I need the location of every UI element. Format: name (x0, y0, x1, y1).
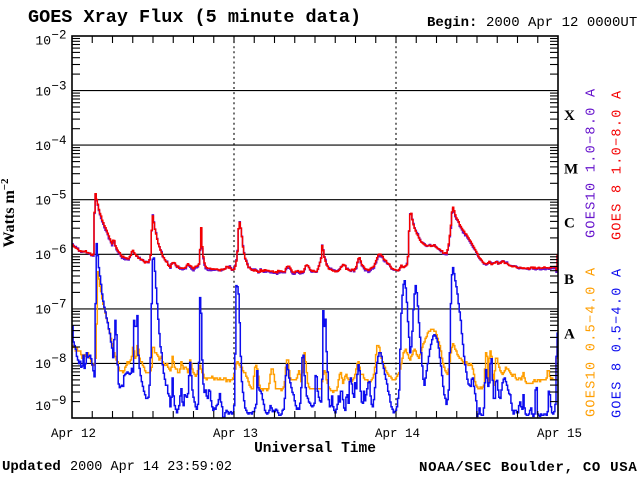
svg-text:−3: −3 (52, 79, 67, 93)
svg-text:10: 10 (35, 194, 51, 209)
svg-text:GOES Xray Flux (5 minute data): GOES Xray Flux (5 minute data) (28, 7, 361, 28)
svg-text:Apr 14: Apr 14 (375, 427, 420, 441)
svg-text:2000 Apr 14 23:59:02: 2000 Apr 14 23:59:02 (70, 460, 232, 475)
svg-text:10: 10 (35, 139, 51, 154)
svg-text:10: 10 (35, 303, 51, 318)
svg-text:−2: −2 (52, 29, 67, 43)
svg-text:NOAA/SEC Boulder, CO USA: NOAA/SEC Boulder, CO USA (419, 460, 637, 476)
svg-text:Apr 15: Apr 15 (537, 427, 582, 441)
svg-text:Watts m−2: Watts m−2 (0, 178, 18, 248)
svg-text:C: C (564, 216, 575, 232)
svg-text:2000 Apr 12 0000UT: 2000 Apr 12 0000UT (486, 15, 637, 31)
svg-text:10: 10 (35, 248, 51, 263)
svg-text:M: M (564, 162, 578, 178)
svg-text:−9: −9 (52, 394, 67, 408)
svg-text:A: A (564, 327, 575, 343)
svg-text:10: 10 (35, 84, 51, 99)
svg-text:10: 10 (35, 357, 51, 372)
svg-text:B: B (564, 272, 574, 288)
svg-text:Apr 13: Apr 13 (213, 427, 258, 441)
svg-text:GOES 8 1.0−8.0 A: GOES 8 1.0−8.0 A (611, 90, 626, 240)
svg-text:Apr 12: Apr 12 (51, 427, 96, 441)
svg-text:−6: −6 (52, 243, 67, 257)
svg-text:10: 10 (35, 34, 51, 49)
svg-text:GOES10 1.0−8.0 A: GOES10 1.0−8.0 A (585, 88, 600, 238)
svg-text:−8: −8 (52, 352, 67, 366)
svg-text:GOES10 0.5−4.0 A: GOES10 0.5−4.0 A (585, 267, 600, 417)
svg-text:Updated: Updated (2, 459, 61, 475)
svg-text:−4: −4 (52, 134, 67, 148)
svg-text:X: X (564, 108, 575, 124)
svg-text:−7: −7 (52, 298, 67, 312)
svg-text:Universal Time: Universal Time (254, 441, 376, 457)
svg-text:GOES 8 0.5−4.0 A: GOES 8 0.5−4.0 A (611, 268, 626, 418)
svg-text:Begin:: Begin: (427, 15, 477, 31)
svg-text:10: 10 (35, 399, 51, 414)
svg-text:−5: −5 (52, 189, 67, 203)
